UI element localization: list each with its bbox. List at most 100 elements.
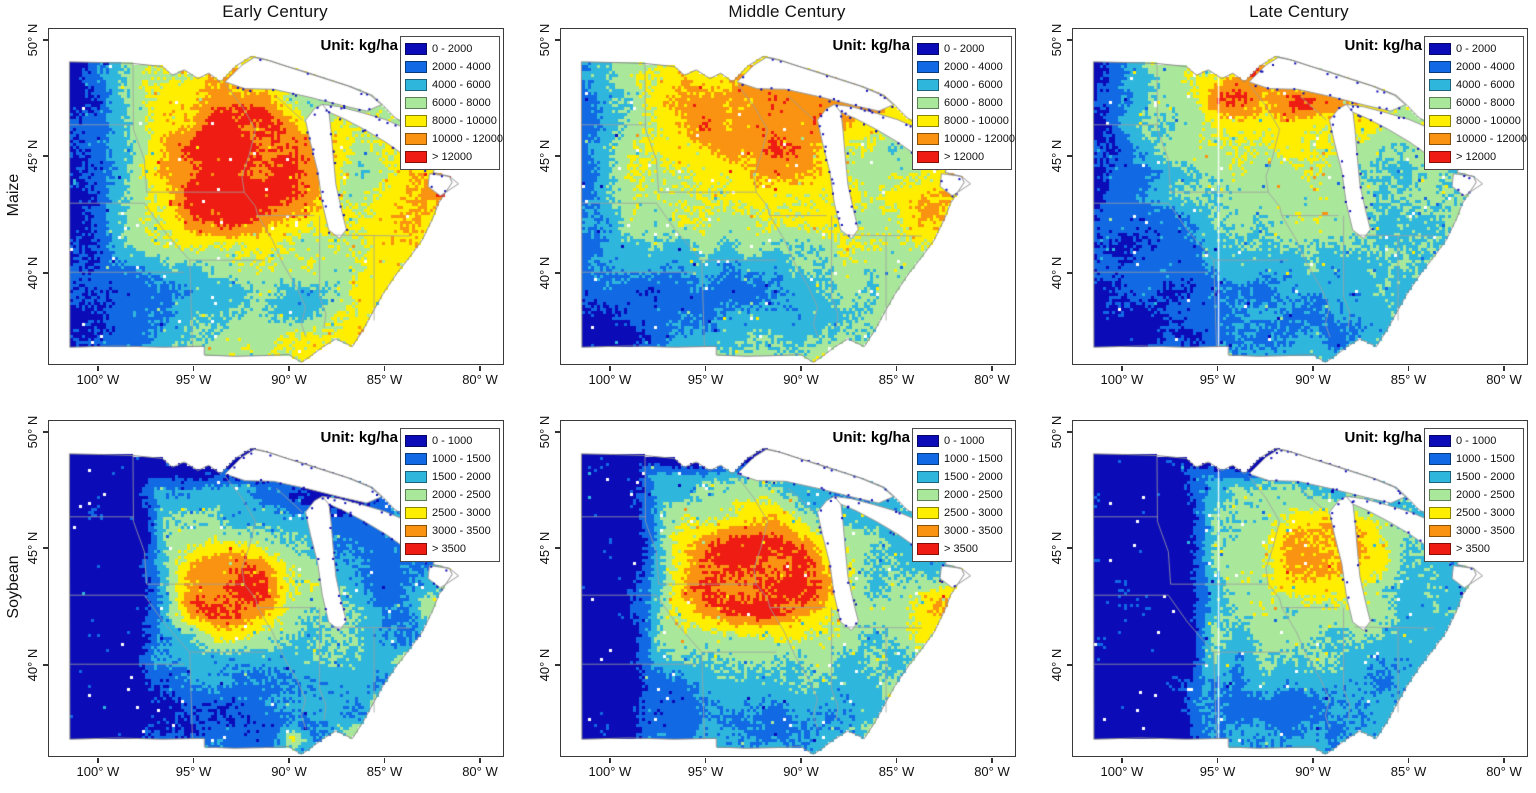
- legend-swatch: [1429, 133, 1451, 145]
- x-tick-mark: [704, 758, 707, 763]
- legend-swatch: [405, 435, 427, 447]
- x-tick-mark: [1121, 366, 1123, 371]
- x-tick-mark: [1121, 758, 1123, 763]
- x-tick-label: 90° W: [783, 764, 819, 779]
- legend-swatch: [917, 435, 939, 447]
- x-tick-mark: [1216, 366, 1219, 371]
- y-tick-mark: [555, 431, 560, 433]
- legend-class-label: 0 - 1000: [432, 435, 473, 447]
- y-tick-label: 50° N: [537, 415, 552, 449]
- legend-item: 10000 - 12000: [405, 130, 503, 148]
- y-tick-mark: [555, 664, 560, 666]
- legend-swatch: [405, 151, 427, 163]
- x-tick-label: 85° W: [1390, 764, 1427, 779]
- legend-item: 8000 - 10000: [405, 112, 499, 130]
- y-tick-mark: [555, 155, 560, 157]
- legend-swatch: [405, 79, 427, 91]
- legend-item: > 12000: [917, 148, 1011, 166]
- legend-item: > 12000: [1429, 148, 1523, 166]
- y-tick-mark: [555, 272, 560, 274]
- x-tick-label: 80° W: [462, 372, 498, 387]
- legend-item: 4000 - 6000: [405, 76, 499, 94]
- legend-swatch: [917, 79, 939, 91]
- legend-swatch: [405, 543, 427, 555]
- x-tick-mark: [800, 758, 802, 763]
- x-tick-mark: [609, 758, 611, 763]
- legend-swatch: [917, 471, 939, 483]
- y-tick-label: 40° N: [1049, 648, 1064, 682]
- legend-item: 2500 - 3000: [917, 504, 1011, 522]
- legend-class-label: 1000 - 1500: [1456, 453, 1515, 465]
- legend-item: 2000 - 2500: [1429, 486, 1523, 504]
- legend-class-label: 8000 - 10000: [1456, 115, 1521, 127]
- legend-box: 0 - 1000 1000 - 1500 1500 - 2000 2000 - 250…: [1424, 428, 1524, 562]
- unit-label: Unit: kg/ha: [320, 429, 399, 446]
- x-tick-label: 90° W: [271, 372, 307, 387]
- legend-item: 2500 - 3000: [405, 504, 499, 522]
- y-tick-label: 40° N: [537, 256, 552, 290]
- legend-swatch: [405, 115, 427, 127]
- x-tick-mark: [97, 758, 99, 763]
- legend-swatch: [1429, 151, 1451, 163]
- x-tick-label: 85° W: [878, 764, 915, 779]
- legend-item: 2500 - 3000: [1429, 504, 1523, 522]
- legend-item: > 3500: [917, 540, 1011, 558]
- y-tick-mark: [1067, 547, 1072, 549]
- panel-maize-2: Late Century Unit: kg/ha 0 - 2000 2000 - 40…: [1024, 0, 1536, 396]
- y-tick-mark: [555, 39, 560, 41]
- legend-class-label: 2000 - 4000: [944, 61, 1003, 73]
- legend-class-label: 3000 - 3500: [432, 525, 491, 537]
- legend-swatch: [405, 489, 427, 501]
- y-tick-label: 40° N: [537, 648, 552, 682]
- x-tick-label: 90° W: [1295, 372, 1331, 387]
- y-tick-label: 40° N: [1049, 256, 1064, 290]
- x-tick-mark: [991, 366, 993, 371]
- column-title: Late Century: [1249, 2, 1349, 21]
- x-tick-mark: [704, 366, 707, 371]
- legend-class-label: 4000 - 6000: [432, 79, 491, 91]
- legend-item: 6000 - 8000: [917, 94, 1011, 112]
- legend-item: 3000 - 3500: [917, 522, 1011, 540]
- legend-swatch: [917, 97, 939, 109]
- legend-item: 1500 - 2000: [1429, 468, 1523, 486]
- legend-class-label: 4000 - 6000: [944, 79, 1003, 91]
- y-tick-mark: [1067, 431, 1072, 433]
- unit-label: Unit: kg/ha: [1344, 37, 1423, 54]
- x-tick-label: 95° W: [687, 372, 724, 387]
- y-tick-label: 50° N: [25, 23, 40, 57]
- x-tick-label: 85° W: [878, 372, 915, 387]
- x-tick-mark: [97, 366, 99, 371]
- y-tick-label: 40° N: [25, 648, 40, 682]
- legend-swatch: [405, 525, 427, 537]
- y-tick-mark: [1067, 39, 1072, 41]
- legend-item: 6000 - 8000: [1429, 94, 1523, 112]
- legend-box: 0 - 2000 2000 - 4000 4000 - 6000 6000 - 800…: [400, 36, 503, 170]
- x-tick-label: 95° W: [1199, 764, 1236, 779]
- legend-item: 6000 - 8000: [405, 94, 499, 112]
- legend-class-label: 2000 - 4000: [1456, 61, 1515, 73]
- legend-item: 0 - 2000: [917, 40, 1011, 58]
- x-tick-mark: [479, 366, 481, 371]
- legend-box: 0 - 2000 2000 - 4000 4000 - 6000 6000 - 800…: [1424, 36, 1527, 170]
- legend-class-label: 0 - 1000: [944, 435, 985, 447]
- legend-swatch: [405, 133, 427, 145]
- unit-label: Unit: kg/ha: [320, 37, 399, 54]
- y-tick-mark: [43, 431, 48, 433]
- y-tick-mark: [43, 547, 48, 549]
- row-label: Maize: [5, 173, 22, 217]
- x-tick-label: 100° W: [1100, 372, 1144, 387]
- legend-item: 1000 - 1500: [1429, 450, 1523, 468]
- x-tick-label: 95° W: [175, 372, 212, 387]
- x-tick-mark: [192, 758, 195, 763]
- legend-class-label: > 12000: [432, 151, 473, 163]
- x-tick-mark: [1503, 366, 1505, 371]
- legend-class-label: > 12000: [944, 151, 985, 163]
- legend-swatch: [405, 471, 427, 483]
- legend-item: 1000 - 1500: [405, 450, 499, 468]
- legend-item: 2000 - 4000: [1429, 58, 1523, 76]
- legend-item: 4000 - 6000: [917, 76, 1011, 94]
- legend-class-label: > 12000: [1456, 151, 1497, 163]
- legend-swatch: [917, 489, 939, 501]
- y-tick-mark: [1067, 272, 1072, 274]
